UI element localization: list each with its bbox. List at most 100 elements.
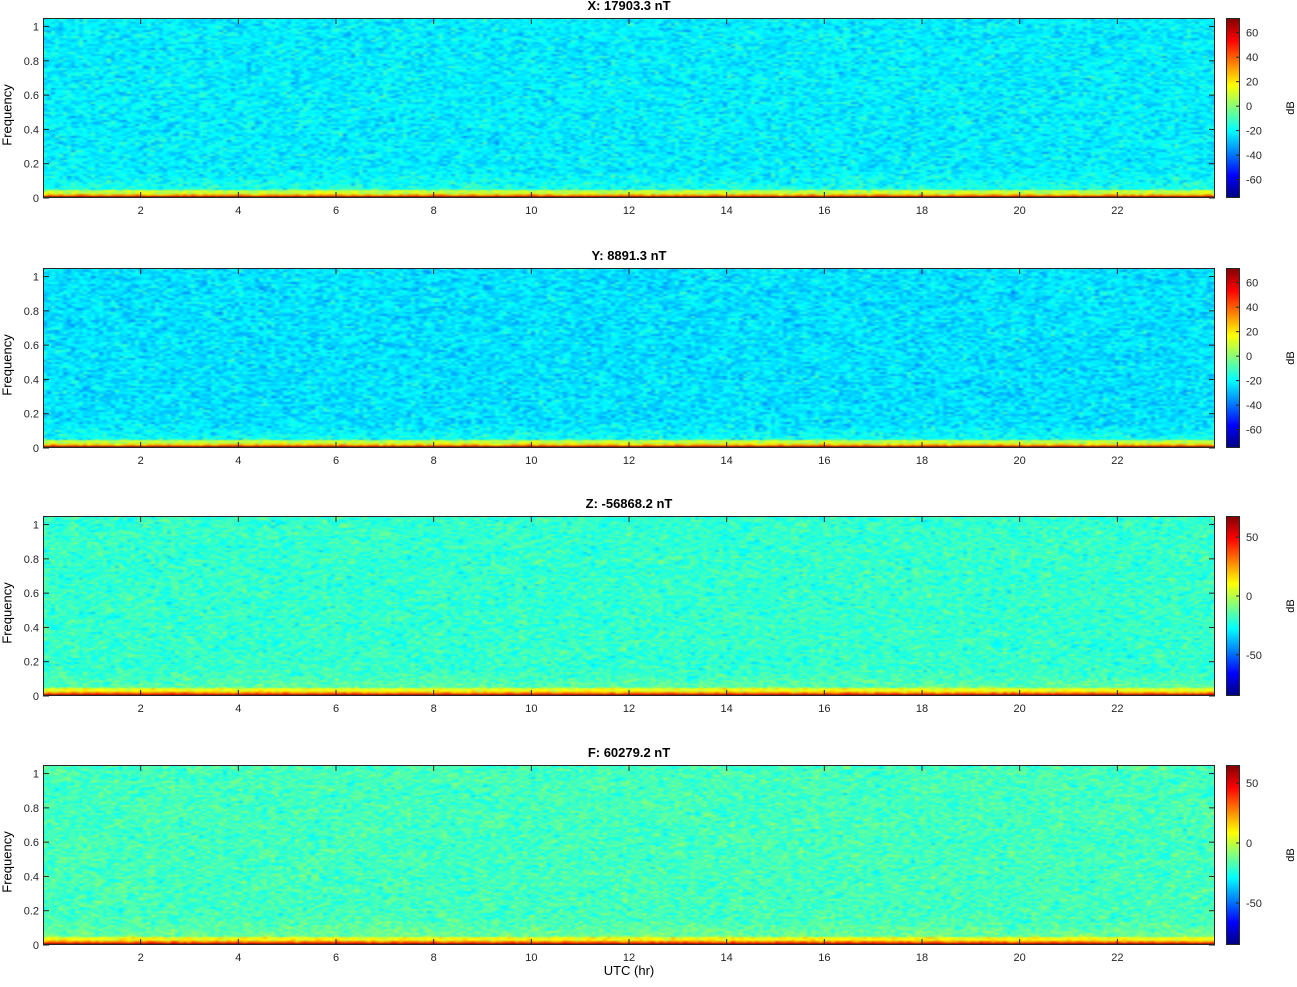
colorbar-tick-label: -20 [1246,126,1262,138]
y-tick-label: 1 [33,769,39,781]
x-tick-label: 20 [1014,205,1026,217]
x-tick-label: 16 [818,952,830,964]
spectrogram-panel: F: 60279.2 nT Frequency dB 2 4 6 8 10 12 14 16 18 20… [0,745,1297,987]
y-tick-label: 0.6 [24,837,39,849]
spectrogram-panel: Z: -56868.2 nT Frequency dB 2 4 6 8 10 12 14 16 18 2… [0,496,1297,738]
colorbar-tick-label: 60 [1246,278,1258,290]
x-tick-label: 22 [1111,455,1123,467]
x-tick-label: 2 [138,703,144,715]
spectrogram-panel: Y: 8891.3 nT Frequency dB 2 4 6 8 10 12 14 16 18 20 2… [0,248,1297,490]
y-tick-label: 1 [33,22,39,34]
x-tick-label: 14 [721,952,733,964]
x-tick-label: 20 [1014,703,1026,715]
colorbar-tick-label: -60 [1246,175,1262,187]
colorbar-tick-label: -40 [1246,400,1262,412]
colorbar-tick-label: 0 [1246,351,1252,363]
plot-frame [43,765,1215,945]
panel-title: F: 60279.2 nT [587,745,671,760]
colorbar-tick-label: 50 [1246,778,1258,790]
colorbar-frame [1226,765,1240,945]
x-tick-label: 16 [818,205,830,217]
y-tick-label: 0 [33,443,39,455]
axes-overlay: 2 4 6 8 10 12 14 16 18 20 22 0 0.2 0.4 0.6 0.8 1 -50 0 50 [24,765,1262,964]
x-tick-label: 12 [623,205,635,217]
x-tick-label: 22 [1111,703,1123,715]
x-axis-label: UTC (hr) [603,963,655,978]
y-tick-label: 0.8 [24,554,39,566]
x-tick-label: 8 [431,952,437,964]
x-tick-label: 18 [916,455,928,467]
x-tick-label: 8 [431,703,437,715]
colorbar [1226,516,1240,696]
spectrogram-panel: X: 17903.3 nT Frequency dB 2 4 6 8 10 12 14 16 18 20… [0,0,1297,240]
y-tick-label: 0 [33,691,39,703]
plot-frame [43,268,1215,448]
panel-title: Z: -56868.2 nT [585,496,673,511]
colorbar [1226,268,1240,448]
x-tick-label: 4 [235,952,241,964]
y-tick-label: 0.2 [24,409,39,421]
x-tick-label: 20 [1014,455,1026,467]
colorbar-tick-label: 20 [1246,77,1258,89]
x-tick-label: 12 [623,455,635,467]
x-tick-label: 4 [235,205,241,217]
colorbar-tick-label: -20 [1246,376,1262,388]
x-tick-label: 14 [721,455,733,467]
x-tick-label: 6 [333,703,339,715]
y-tick-label: 0.8 [24,56,39,68]
panel-title: X: 17903.3 nT [587,0,671,13]
x-tick-label: 22 [1111,952,1123,964]
x-tick-label: 16 [818,703,830,715]
y-tick-label: 0.4 [24,124,39,136]
x-tick-label: 14 [721,205,733,217]
colorbar-tick-label: 60 [1246,28,1258,40]
y-tick-label: 0.6 [24,340,39,352]
colorbar-tick-label: -50 [1246,898,1262,910]
y-tick-label: 0.6 [24,90,39,102]
y-tick-label: 0.2 [24,657,39,669]
spectrogram-image [43,516,1215,696]
y-tick-label: 1 [33,520,39,532]
x-tick-label: 2 [138,455,144,467]
x-tick-label: 8 [431,205,437,217]
x-tick-label: 10 [525,703,537,715]
axes-overlay: 2 4 6 8 10 12 14 16 18 20 22 0 0.2 0.4 0.6 0.8 1 -60 -40 -2… [24,18,1262,217]
y-tick-label: 0.4 [24,871,39,883]
x-tick-label: 8 [431,455,437,467]
x-tick-label: 2 [138,205,144,217]
y-tick-label: 0.8 [24,803,39,815]
spectrogram-image [43,268,1215,448]
colorbar-tick-label: 40 [1246,302,1258,314]
x-tick-label: 18 [916,703,928,715]
y-tick-label: 0 [33,193,39,205]
x-tick-label: 12 [623,703,635,715]
y-tick-label: 0.2 [24,906,39,918]
x-tick-label: 10 [525,455,537,467]
x-tick-label: 12 [623,952,635,964]
colorbar-frame [1226,18,1240,198]
colorbar-tick-label: 0 [1246,591,1252,603]
colorbar-tick-label: -50 [1246,650,1262,662]
colorbar-tick-label: 0 [1246,838,1252,850]
colorbar [1226,18,1240,198]
x-tick-label: 10 [525,952,537,964]
x-tick-label: 6 [333,205,339,217]
axes-overlay: 2 4 6 8 10 12 14 16 18 20 22 0 0.2 0.4 0.6 0.8 1 -50 0 50 [24,516,1262,715]
y-tick-label: 1 [33,272,39,284]
colorbar-frame [1226,516,1240,696]
x-tick-label: 14 [721,703,733,715]
plot-frame [43,516,1215,696]
colorbar-tick-label: 0 [1246,101,1252,113]
x-tick-label: 4 [235,703,241,715]
colorbar-tick-label: 20 [1246,327,1258,339]
x-tick-label: 2 [138,952,144,964]
colorbar [1226,765,1240,945]
spectrogram-image [43,765,1215,945]
x-tick-label: 20 [1014,952,1026,964]
x-tick-label: 6 [333,455,339,467]
y-tick-label: 0.4 [24,622,39,634]
colorbar-tick-label: 50 [1246,532,1258,544]
colorbar-frame [1226,268,1240,448]
x-tick-label: 4 [235,455,241,467]
colorbar-tick-label: 40 [1246,52,1258,64]
